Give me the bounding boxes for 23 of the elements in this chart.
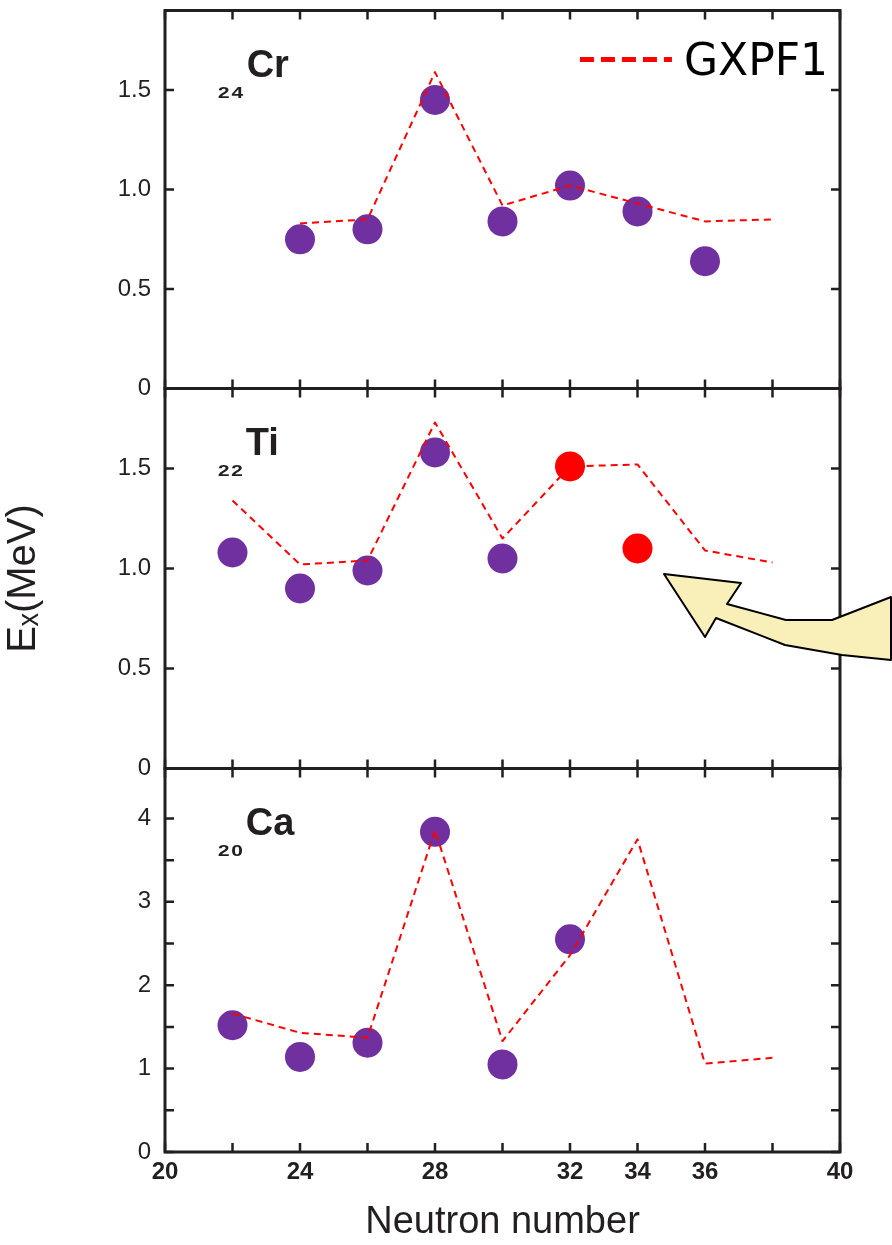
y-tick-label: 0.5 [117,273,151,301]
x-tick-label: 28 [421,1157,449,1185]
y-tick-label: 2 [137,969,151,997]
y-tick-label: 0.5 [117,653,151,681]
x-tick-label: 32 [556,1157,584,1185]
x-tick-label: 20 [151,1157,179,1185]
y-tick-label: 0 [137,1136,151,1164]
y-tick-label: 4 [137,803,151,831]
legend-label: GXPF1 [683,34,828,86]
y-tick-label: 0 [137,373,151,401]
y-tick-label: 1.0 [117,553,151,581]
x-axis-title: Neutron number [365,1198,641,1241]
x-tick-label: 36 [691,1157,719,1185]
x-tick-label: 24 [286,1157,314,1185]
y-tick-label: 1.5 [117,453,151,481]
y-tick-label: 0 [137,753,151,781]
y-tick-label: 1 [137,1053,151,1081]
x-tick-label: 34 [624,1157,652,1185]
x-tick-label: 40 [826,1157,854,1185]
y-tick-label: 3 [137,886,151,914]
y-axis-title: Eₓ(MeV) [0,504,44,653]
y-tick-label: 1.5 [117,74,151,102]
y-tick-label: 1.0 [117,174,151,202]
